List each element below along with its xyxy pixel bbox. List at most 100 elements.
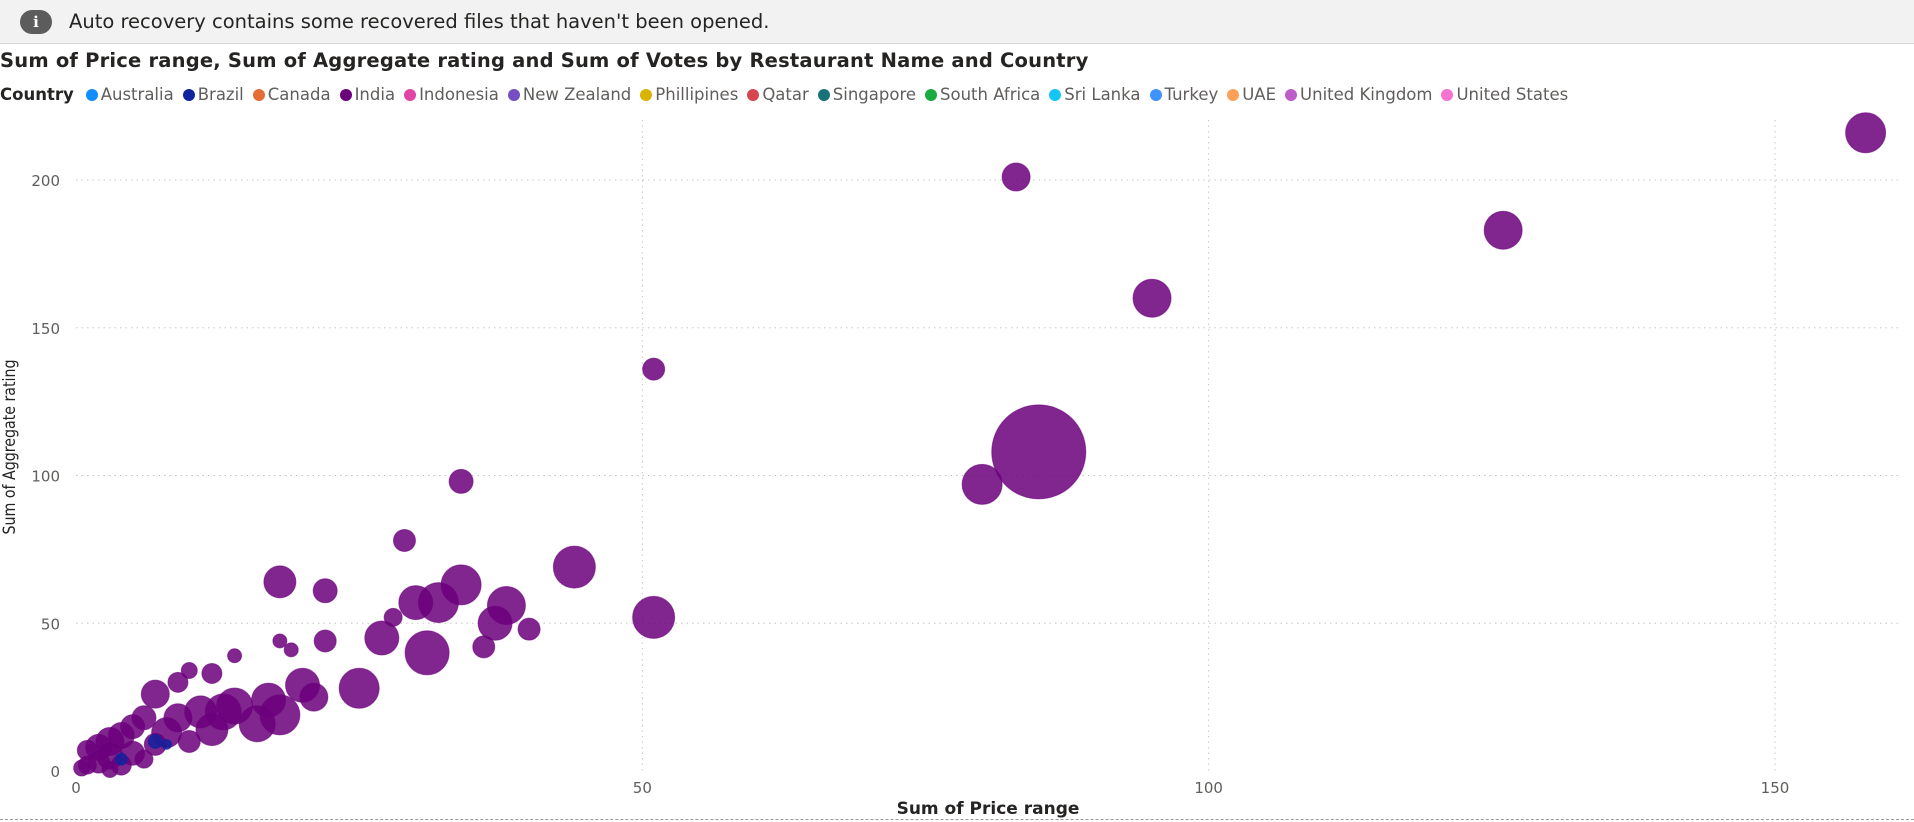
legend-label: Phillipines: [655, 85, 739, 104]
data-point[interactable]: [448, 468, 474, 494]
data-point[interactable]: [283, 642, 299, 658]
legend-marker: [252, 88, 265, 101]
legend-marker: [1149, 88, 1162, 101]
data-point[interactable]: [134, 749, 154, 769]
legend-label: Qatar: [762, 85, 809, 104]
legend-item[interactable]: Canada: [252, 85, 331, 104]
data-point[interactable]: [101, 761, 119, 779]
legend-item[interactable]: United States: [1441, 85, 1568, 104]
data-point[interactable]: [1845, 112, 1887, 154]
data-point[interactable]: [227, 648, 243, 664]
legend-marker: [85, 88, 98, 101]
data-point[interactable]: [364, 620, 400, 656]
y-tick-label: 150: [31, 320, 60, 338]
data-point[interactable]: [180, 662, 198, 680]
legend-item[interactable]: Brazil: [182, 85, 244, 104]
y-tick-label: 200: [31, 172, 60, 190]
data-point[interactable]: [251, 682, 287, 718]
legend-item[interactable]: Singapore: [817, 85, 917, 104]
legend-marker: [182, 88, 195, 101]
legend-marker: [817, 88, 830, 101]
legend-label: Canada: [267, 85, 331, 104]
data-point[interactable]: [195, 713, 229, 747]
data-point[interactable]: [120, 714, 146, 740]
y-axis-title: Sum of Aggregate rating: [0, 360, 20, 535]
data-point[interactable]: [114, 752, 128, 766]
x-tick-label: 50: [633, 779, 652, 797]
data-point[interactable]: [404, 630, 450, 676]
legend-item[interactable]: Indonesia: [404, 85, 499, 104]
data-point[interactable]: [632, 595, 676, 639]
data-point[interactable]: [338, 667, 380, 709]
legend-marker: [1441, 88, 1454, 101]
x-tick-label: 100: [1194, 779, 1223, 797]
data-point[interactable]: [167, 671, 189, 693]
data-point[interactable]: [272, 633, 288, 649]
legend-marker: [1285, 88, 1298, 101]
legend-marker: [339, 88, 352, 101]
data-point[interactable]: [1001, 162, 1031, 192]
data-point[interactable]: [201, 662, 223, 684]
data-point[interactable]: [73, 759, 91, 777]
data-point[interactable]: [1483, 210, 1523, 250]
legend-title: Country: [0, 85, 74, 104]
data-point[interactable]: [383, 607, 403, 627]
legend-item[interactable]: UAE: [1227, 85, 1276, 104]
data-point[interactable]: [472, 635, 496, 659]
data-point[interactable]: [263, 565, 297, 599]
y-tick-label: 0: [50, 763, 60, 781]
x-tick-label: 0: [71, 779, 81, 797]
data-point[interactable]: [991, 404, 1087, 500]
chart-legend: Country Australia Brazil Canada India Indone…: [0, 85, 1577, 104]
data-point[interactable]: [517, 617, 541, 641]
legend-marker: [1049, 88, 1062, 101]
data-point[interactable]: [392, 529, 416, 553]
y-tick-label: 50: [41, 615, 60, 633]
legend-label: New Zealand: [522, 85, 632, 104]
data-point[interactable]: [1132, 278, 1172, 318]
legend-marker: [507, 88, 520, 101]
data-point[interactable]: [642, 357, 666, 381]
y-tick-label: 100: [31, 468, 60, 486]
data-point[interactable]: [313, 629, 337, 653]
legend-label: South Africa: [940, 85, 1041, 104]
data-point[interactable]: [299, 682, 329, 712]
legend-label: Indonesia: [419, 85, 499, 104]
legend-item[interactable]: Australia: [85, 85, 174, 104]
legend-label: Singapore: [832, 85, 917, 104]
data-point[interactable]: [163, 703, 193, 733]
legend-marker: [404, 88, 417, 101]
data-point[interactable]: [161, 738, 173, 750]
data-point[interactable]: [477, 605, 513, 641]
legend-item[interactable]: Qatar: [747, 85, 809, 104]
legend-item[interactable]: Turkey: [1149, 85, 1219, 104]
legend-label: Australia: [100, 85, 174, 104]
legend-label: Sri Lanka: [1064, 85, 1141, 104]
data-point[interactable]: [177, 729, 201, 753]
legend-item[interactable]: South Africa: [925, 85, 1040, 104]
auto-recovery-notice-bar[interactable]: i Auto recovery contains some recovered …: [0, 0, 1914, 44]
data-point[interactable]: [147, 733, 163, 749]
legend-label: Turkey: [1164, 85, 1219, 104]
legend-marker: [1227, 88, 1240, 101]
legend-item[interactable]: New Zealand: [507, 85, 632, 104]
bottom-divider: [0, 819, 1914, 820]
legend-item[interactable]: Phillipines: [640, 85, 738, 104]
legend-marker: [640, 88, 653, 101]
legend-item[interactable]: India: [339, 85, 396, 104]
legend-label: Brazil: [197, 85, 244, 104]
legend-marker: [925, 88, 938, 101]
data-point[interactable]: [398, 585, 434, 621]
data-point[interactable]: [312, 578, 338, 604]
legend-item[interactable]: Sri Lanka: [1049, 85, 1141, 104]
data-point[interactable]: [552, 545, 596, 589]
legend-label: UAE: [1242, 85, 1277, 104]
data-point[interactable]: [961, 463, 1003, 505]
legend-label: India: [354, 85, 396, 104]
legend-label: United Kingdom: [1300, 85, 1433, 104]
auto-recovery-message[interactable]: Auto recovery contains some recovered fi…: [69, 10, 770, 33]
x-tick-label: 150: [1761, 779, 1790, 797]
data-point[interactable]: [140, 679, 170, 709]
legend-item[interactable]: United Kingdom: [1285, 85, 1432, 104]
